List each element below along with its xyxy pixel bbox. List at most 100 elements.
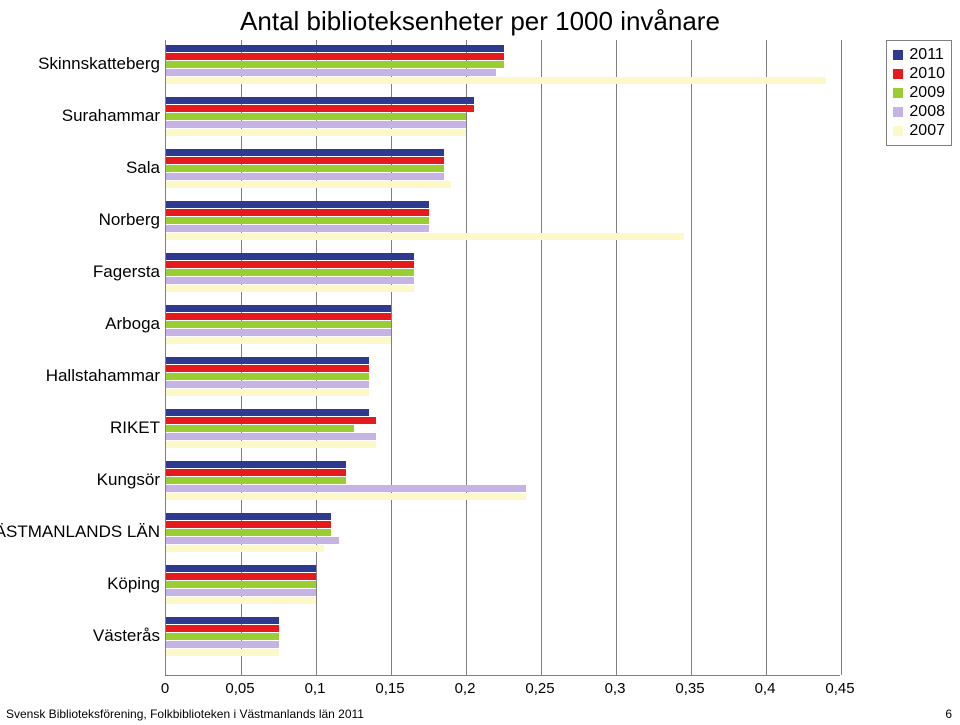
bar-2007 — [166, 77, 826, 84]
category-label: Surahammar — [62, 106, 160, 126]
category-row — [166, 565, 840, 604]
category-row — [166, 357, 840, 396]
bar-2009 — [166, 113, 466, 120]
legend-swatch — [893, 69, 903, 79]
bar-2007 — [166, 493, 526, 500]
bar-2007 — [166, 181, 451, 188]
bar-2010 — [166, 261, 414, 268]
legend-item: 2008 — [893, 103, 945, 121]
category-label: Västerås — [93, 626, 160, 646]
bar-2011 — [166, 565, 316, 572]
legend-swatch — [893, 126, 903, 136]
category-row — [166, 201, 840, 240]
bar-2010 — [166, 469, 346, 476]
category-label: Fagersta — [93, 262, 160, 282]
chart-page: Antal biblioteksenheter per 1000 invånar… — [0, 0, 960, 725]
category-label: Sala — [126, 158, 160, 178]
bar-2009 — [166, 321, 391, 328]
bar-2007 — [166, 337, 391, 344]
bar-2008 — [166, 277, 414, 284]
category-label: Skinnskatteberg — [38, 54, 160, 74]
legend-swatch — [893, 88, 903, 98]
category-row — [166, 409, 840, 448]
legend-item: 2007 — [893, 122, 945, 140]
x-tick-label: 0,25 — [525, 680, 554, 697]
bar-2008 — [166, 485, 526, 492]
bar-2010 — [166, 521, 331, 528]
bar-2009 — [166, 165, 444, 172]
category-row — [166, 97, 840, 136]
bar-2009 — [166, 529, 331, 536]
chart-title: Antal biblioteksenheter per 1000 invånar… — [0, 6, 960, 37]
bar-2007 — [166, 545, 324, 552]
footer-page-number: 6 — [945, 707, 952, 721]
legend-item: 2010 — [893, 65, 945, 83]
x-tick-label: 0,3 — [605, 680, 626, 697]
bar-2010 — [166, 625, 279, 632]
category-row — [166, 461, 840, 500]
category-label: Hallstahammar — [46, 366, 160, 386]
x-tick-label: 0,2 — [455, 680, 476, 697]
bar-2007 — [166, 233, 684, 240]
bar-2008 — [166, 381, 369, 388]
bar-2010 — [166, 573, 316, 580]
bar-2010 — [166, 417, 376, 424]
legend-label: 2011 — [909, 46, 943, 64]
bar-2011 — [166, 97, 474, 104]
category-label: RIKET — [110, 418, 160, 438]
legend: 20112010200920082007 — [886, 40, 952, 146]
legend-swatch — [893, 107, 903, 117]
bar-2011 — [166, 201, 429, 208]
x-tick-label: 0,45 — [825, 680, 854, 697]
bar-2011 — [166, 253, 414, 260]
bar-2009 — [166, 633, 279, 640]
bar-2010 — [166, 53, 504, 60]
bar-2011 — [166, 409, 369, 416]
bar-2008 — [166, 589, 316, 596]
bar-2008 — [166, 225, 429, 232]
x-tick-label: 0,35 — [675, 680, 704, 697]
footer-text: Svensk Biblioteksförening, Folkbibliotek… — [6, 707, 364, 721]
x-tick-label: 0,15 — [375, 680, 404, 697]
bar-2008 — [166, 329, 391, 336]
category-row — [166, 513, 840, 552]
category-row — [166, 617, 840, 656]
legend-label: 2007 — [909, 122, 945, 140]
bar-2007 — [166, 285, 414, 292]
bar-2007 — [166, 649, 279, 656]
bar-2011 — [166, 513, 331, 520]
bar-2009 — [166, 61, 504, 68]
bar-2010 — [166, 105, 474, 112]
category-label: Köping — [107, 574, 160, 594]
bar-2008 — [166, 173, 444, 180]
legend-label: 2009 — [909, 84, 945, 102]
category-row — [166, 149, 840, 188]
bar-2011 — [166, 617, 279, 624]
legend-label: 2010 — [909, 65, 945, 83]
bar-2008 — [166, 69, 496, 76]
x-tick-label: 0,1 — [305, 680, 326, 697]
plot-area — [165, 40, 840, 676]
bar-2011 — [166, 357, 369, 364]
bar-2010 — [166, 313, 391, 320]
category-row — [166, 305, 840, 344]
bar-2007 — [166, 597, 316, 604]
legend-item: 2011 — [893, 46, 945, 64]
bar-2011 — [166, 461, 346, 468]
category-label: Kungsör — [97, 470, 160, 490]
category-label: VÄSTMANLANDS LÄN — [0, 522, 160, 542]
x-tick-label: 0,05 — [225, 680, 254, 697]
bar-2009 — [166, 269, 414, 276]
bar-2008 — [166, 641, 279, 648]
category-label: Arboga — [105, 314, 160, 334]
bar-2009 — [166, 581, 316, 588]
category-row — [166, 45, 840, 84]
bar-2011 — [166, 305, 391, 312]
legend-swatch — [893, 50, 903, 60]
bar-2007 — [166, 129, 466, 136]
category-row — [166, 253, 840, 292]
bar-2010 — [166, 365, 369, 372]
gridline — [841, 40, 842, 675]
bar-2009 — [166, 373, 369, 380]
x-tick-label: 0,4 — [755, 680, 776, 697]
